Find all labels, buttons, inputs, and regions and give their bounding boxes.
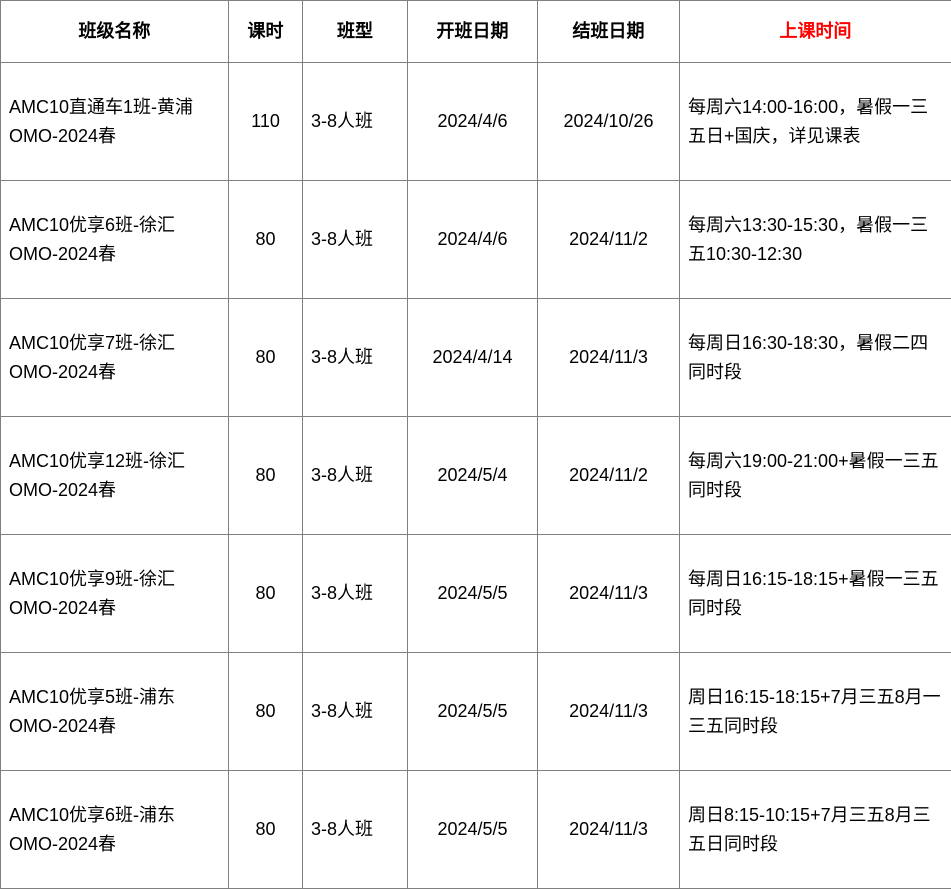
table-row: AMC10优享7班-徐汇OMO-2024春803-8人班2024/4/14202… — [1, 299, 951, 417]
cell-hours: 80 — [229, 653, 303, 771]
cell-hours: 80 — [229, 417, 303, 535]
cell-hours: 80 — [229, 535, 303, 653]
header-hours: 课时 — [229, 1, 303, 63]
cell-time: 每周六19:00-21:00+暑假一三五同时段 — [680, 417, 951, 535]
cell-time: 每周日16:15-18:15+暑假一三五同时段 — [680, 535, 951, 653]
cell-name: AMC10优享6班-徐汇OMO-2024春 — [1, 181, 229, 299]
table-row: AMC10优享5班-浦东OMO-2024春803-8人班2024/5/52024… — [1, 653, 951, 771]
cell-end: 2024/11/3 — [538, 771, 680, 889]
header-start: 开班日期 — [408, 1, 538, 63]
table-row: AMC10直通车1班-黄浦OMO-2024春1103-8人班2024/4/620… — [1, 63, 951, 181]
cell-end: 2024/11/2 — [538, 417, 680, 535]
cell-time: 周日16:15-18:15+7月三五8月一三五同时段 — [680, 653, 951, 771]
cell-type: 3-8人班 — [303, 653, 408, 771]
cell-name: AMC10优享12班-徐汇OMO-2024春 — [1, 417, 229, 535]
table-row: AMC10优享12班-徐汇OMO-2024春803-8人班2024/5/4202… — [1, 417, 951, 535]
table-row: AMC10优享6班-徐汇OMO-2024春803-8人班2024/4/62024… — [1, 181, 951, 299]
header-time: 上课时间 — [680, 1, 951, 63]
cell-hours: 80 — [229, 771, 303, 889]
cell-name: AMC10优享5班-浦东OMO-2024春 — [1, 653, 229, 771]
cell-end: 2024/10/26 — [538, 63, 680, 181]
cell-start: 2024/4/6 — [408, 181, 538, 299]
cell-end: 2024/11/3 — [538, 535, 680, 653]
table-head: 班级名称课时班型开班日期结班日期上课时间 — [1, 1, 951, 63]
cell-type: 3-8人班 — [303, 63, 408, 181]
cell-type: 3-8人班 — [303, 417, 408, 535]
cell-start: 2024/5/5 — [408, 653, 538, 771]
header-name: 班级名称 — [1, 1, 229, 63]
cell-time: 每周六14:00-16:00，暑假一三五日+国庆，详见课表 — [680, 63, 951, 181]
cell-time: 周日8:15-10:15+7月三五8月三五日同时段 — [680, 771, 951, 889]
cell-name: AMC10直通车1班-黄浦OMO-2024春 — [1, 63, 229, 181]
table-row: AMC10优享9班-徐汇OMO-2024春803-8人班2024/5/52024… — [1, 535, 951, 653]
cell-time: 每周六13:30-15:30，暑假一三五10:30-12:30 — [680, 181, 951, 299]
table-row: AMC10优享6班-浦东OMO-2024春803-8人班2024/5/52024… — [1, 771, 951, 889]
cell-type: 3-8人班 — [303, 535, 408, 653]
cell-name: AMC10优享6班-浦东OMO-2024春 — [1, 771, 229, 889]
cell-type: 3-8人班 — [303, 181, 408, 299]
cell-hours: 110 — [229, 63, 303, 181]
cell-name: AMC10优享7班-徐汇OMO-2024春 — [1, 299, 229, 417]
cell-start: 2024/5/4 — [408, 417, 538, 535]
cell-end: 2024/11/3 — [538, 299, 680, 417]
header-type: 班型 — [303, 1, 408, 63]
cell-hours: 80 — [229, 181, 303, 299]
class-schedule-table: 班级名称课时班型开班日期结班日期上课时间 AMC10直通车1班-黄浦OMO-20… — [0, 0, 951, 889]
cell-time: 每周日16:30-18:30，暑假二四同时段 — [680, 299, 951, 417]
cell-hours: 80 — [229, 299, 303, 417]
header-end: 结班日期 — [538, 1, 680, 63]
cell-start: 2024/4/14 — [408, 299, 538, 417]
table-body: AMC10直通车1班-黄浦OMO-2024春1103-8人班2024/4/620… — [1, 63, 951, 889]
cell-type: 3-8人班 — [303, 299, 408, 417]
cell-type: 3-8人班 — [303, 771, 408, 889]
cell-end: 2024/11/3 — [538, 653, 680, 771]
cell-start: 2024/5/5 — [408, 535, 538, 653]
header-row: 班级名称课时班型开班日期结班日期上课时间 — [1, 1, 951, 63]
cell-start: 2024/5/5 — [408, 771, 538, 889]
cell-start: 2024/4/6 — [408, 63, 538, 181]
cell-end: 2024/11/2 — [538, 181, 680, 299]
cell-name: AMC10优享9班-徐汇OMO-2024春 — [1, 535, 229, 653]
